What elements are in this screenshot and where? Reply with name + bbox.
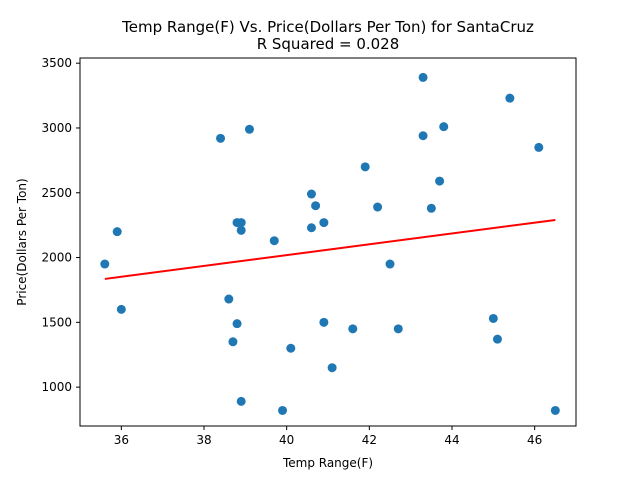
data-point <box>393 324 403 334</box>
data-point <box>224 294 234 304</box>
x-tick-label: 42 <box>362 433 377 447</box>
data-point <box>373 202 383 212</box>
y-tick-label: 2000 <box>41 251 72 265</box>
data-point <box>439 122 449 132</box>
plot-area: 36 38 40 42 44 46 1000 1500 2000 2500 3000 3500 <box>41 56 577 447</box>
data-point <box>426 203 436 213</box>
x-tick-label: 44 <box>444 433 459 447</box>
data-point <box>319 317 329 327</box>
data-point <box>278 405 288 415</box>
data-point <box>306 223 316 233</box>
data-point <box>311 201 321 211</box>
data-point <box>236 396 246 406</box>
data-point <box>505 93 515 103</box>
data-point <box>232 319 242 329</box>
data-point <box>418 131 428 141</box>
x-tick-label: 38 <box>196 433 211 447</box>
y-axis-label: Price(Dollars Per Ton) <box>15 178 29 305</box>
y-tick-label: 2500 <box>41 186 72 200</box>
plot-frame <box>79 57 577 427</box>
data-point <box>269 236 279 246</box>
data-point <box>228 337 238 347</box>
x-tick-label: 36 <box>114 433 129 447</box>
data-point <box>112 227 122 237</box>
data-point <box>244 124 254 134</box>
regression-line <box>104 218 556 280</box>
data-point <box>319 218 329 228</box>
data-point <box>385 259 395 269</box>
x-axis-label: Temp Range(F) <box>282 456 373 470</box>
x-tick-label: 46 <box>527 433 542 447</box>
chart-subtitle: R Squared = 0.028 <box>257 35 400 53</box>
data-point <box>116 304 126 314</box>
data-point <box>216 133 226 143</box>
data-point <box>492 334 502 344</box>
y-tick-label: 3500 <box>41 56 72 70</box>
data-point <box>435 176 445 186</box>
chart-title: Temp Range(F) Vs. Price(Dollars Per Ton)… <box>121 18 534 36</box>
data-point <box>348 324 358 334</box>
data-point <box>100 259 110 269</box>
data-point <box>360 162 370 172</box>
data-point <box>306 189 316 199</box>
y-tick-label: 3000 <box>41 121 72 135</box>
data-point <box>488 313 498 323</box>
data-point <box>236 218 246 228</box>
y-tick-label: 1500 <box>41 315 72 329</box>
data-point <box>534 142 544 152</box>
y-tick-label: 1000 <box>41 380 72 394</box>
data-point <box>327 363 337 373</box>
data-point <box>550 405 560 415</box>
data-point <box>236 225 246 235</box>
data-point <box>286 343 296 353</box>
x-tick-label: 40 <box>279 433 294 447</box>
data-point <box>418 72 428 82</box>
